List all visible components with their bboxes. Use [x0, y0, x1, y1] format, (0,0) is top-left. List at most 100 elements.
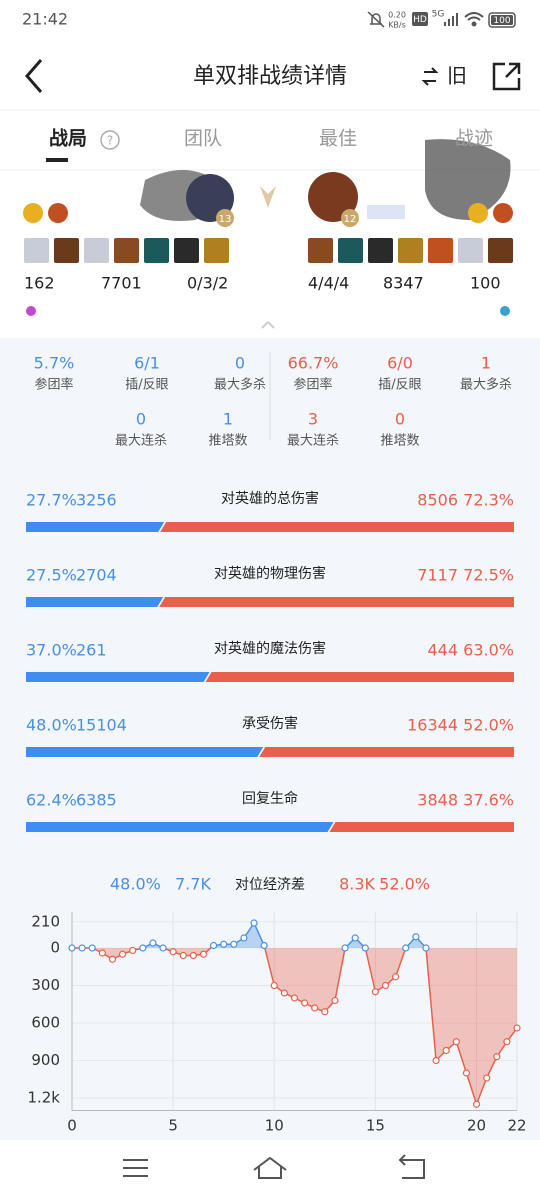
point	[108, 955, 117, 963]
point	[321, 1008, 329, 1016]
item-icon	[398, 238, 423, 263]
battery-level	[491, 15, 513, 25]
item-icon	[204, 238, 229, 263]
right-percent: 63.0%	[463, 641, 514, 660]
player-stat: 8347	[383, 274, 424, 293]
net-unit: KB/s	[388, 21, 406, 30]
right-percent: 52.0%	[463, 716, 514, 735]
wifi-icon	[464, 12, 484, 27]
switch-label[interactable]: 旧	[447, 64, 467, 88]
point	[361, 944, 369, 952]
stat-value: 66.7%	[288, 354, 339, 373]
y-tick-label: 900	[31, 1051, 60, 1069]
left-value: 261	[76, 641, 107, 660]
point	[351, 934, 359, 942]
point	[280, 989, 288, 997]
point	[452, 1038, 460, 1046]
switch-icon[interactable]	[421, 67, 439, 86]
right-value: 444	[427, 641, 458, 660]
economy-right-gold: 8.3K	[339, 875, 375, 894]
right-player	[308, 139, 513, 223]
net-speed: 0.20	[388, 11, 406, 20]
item-icon	[24, 238, 49, 263]
economy-right-percent: 52.0%	[379, 875, 430, 894]
stat-icon	[500, 306, 510, 316]
point	[98, 949, 106, 957]
point	[432, 1056, 440, 1065]
item-icon	[174, 238, 199, 263]
point	[513, 1024, 521, 1032]
tab[interactable]: 战迹	[455, 128, 493, 150]
x-tick-label: 5	[168, 1117, 178, 1135]
tab[interactable]: 团队	[184, 128, 222, 150]
point	[483, 1074, 491, 1082]
left-percent: 27.5%	[26, 566, 77, 585]
item-icon	[428, 238, 453, 263]
economy-left-gold: 7.7K	[175, 875, 211, 894]
left-percent: 37.0%	[26, 641, 77, 660]
left-percent: 48.0%	[26, 716, 77, 735]
right-value: 8506	[417, 491, 458, 510]
player-stat: 0/3/2	[187, 274, 228, 293]
x-tick-label: 15	[366, 1117, 385, 1135]
point	[290, 994, 299, 1002]
point	[159, 944, 167, 952]
hd-badge	[412, 12, 428, 26]
battery-label: 100	[493, 16, 510, 26]
stat-label: 插/反眼	[125, 378, 168, 393]
left-value: 2704	[76, 566, 117, 585]
return-button[interactable]	[398, 1154, 425, 1179]
point	[392, 973, 400, 981]
stat-label: 推塔数	[380, 434, 419, 449]
back-button[interactable]	[25, 59, 43, 93]
player-stat: 100	[470, 274, 501, 293]
left-level: 13	[219, 214, 232, 225]
area	[72, 923, 517, 1105]
point	[199, 950, 208, 958]
share-button[interactable]	[492, 62, 521, 91]
item-icon	[308, 238, 333, 263]
item-icon	[54, 238, 79, 263]
point	[139, 944, 147, 952]
stat-label: 推塔数	[208, 434, 247, 449]
point	[68, 944, 76, 952]
item-icon	[458, 238, 483, 263]
right-bar	[329, 822, 514, 832]
help-icon[interactable]	[100, 130, 120, 150]
point	[331, 996, 339, 1005]
comparison-label: 对英雄的总伤害	[221, 490, 319, 507]
left-value: 6385	[76, 791, 117, 810]
item-icon	[488, 238, 513, 263]
collapse-chevron[interactable]	[261, 321, 275, 329]
point	[301, 999, 309, 1007]
tab[interactable]: 最佳	[319, 128, 357, 150]
item-icon	[84, 238, 109, 263]
home-button[interactable]	[253, 1156, 287, 1179]
right-percent: 72.5%	[463, 566, 514, 585]
menu-button[interactable]	[123, 1159, 148, 1177]
stat-value: 6/1	[134, 354, 160, 373]
point	[503, 1038, 511, 1046]
point	[230, 940, 238, 948]
point	[220, 940, 228, 948]
help-label[interactable]: ?	[107, 134, 113, 148]
point	[179, 951, 187, 960]
left-percent: 27.7%	[26, 491, 77, 510]
left-value: 15104	[76, 716, 127, 735]
point	[189, 951, 197, 960]
point	[311, 1004, 319, 1012]
point	[402, 944, 410, 952]
tab[interactable]: 战局	[49, 128, 87, 150]
level-badge	[341, 209, 359, 227]
comparison-label: 回复生命	[242, 790, 298, 807]
right-level: 12	[344, 214, 357, 225]
player-stat: 7701	[101, 274, 142, 293]
stat-value: 0	[395, 410, 405, 429]
stat-value: 3	[308, 410, 318, 429]
level-badge	[216, 209, 234, 227]
player-stat: 162	[24, 274, 55, 293]
x-tick-label: 20	[467, 1117, 486, 1135]
point	[169, 948, 177, 956]
right-bar	[159, 597, 514, 607]
comparison-label: 对英雄的物理伤害	[214, 565, 326, 582]
